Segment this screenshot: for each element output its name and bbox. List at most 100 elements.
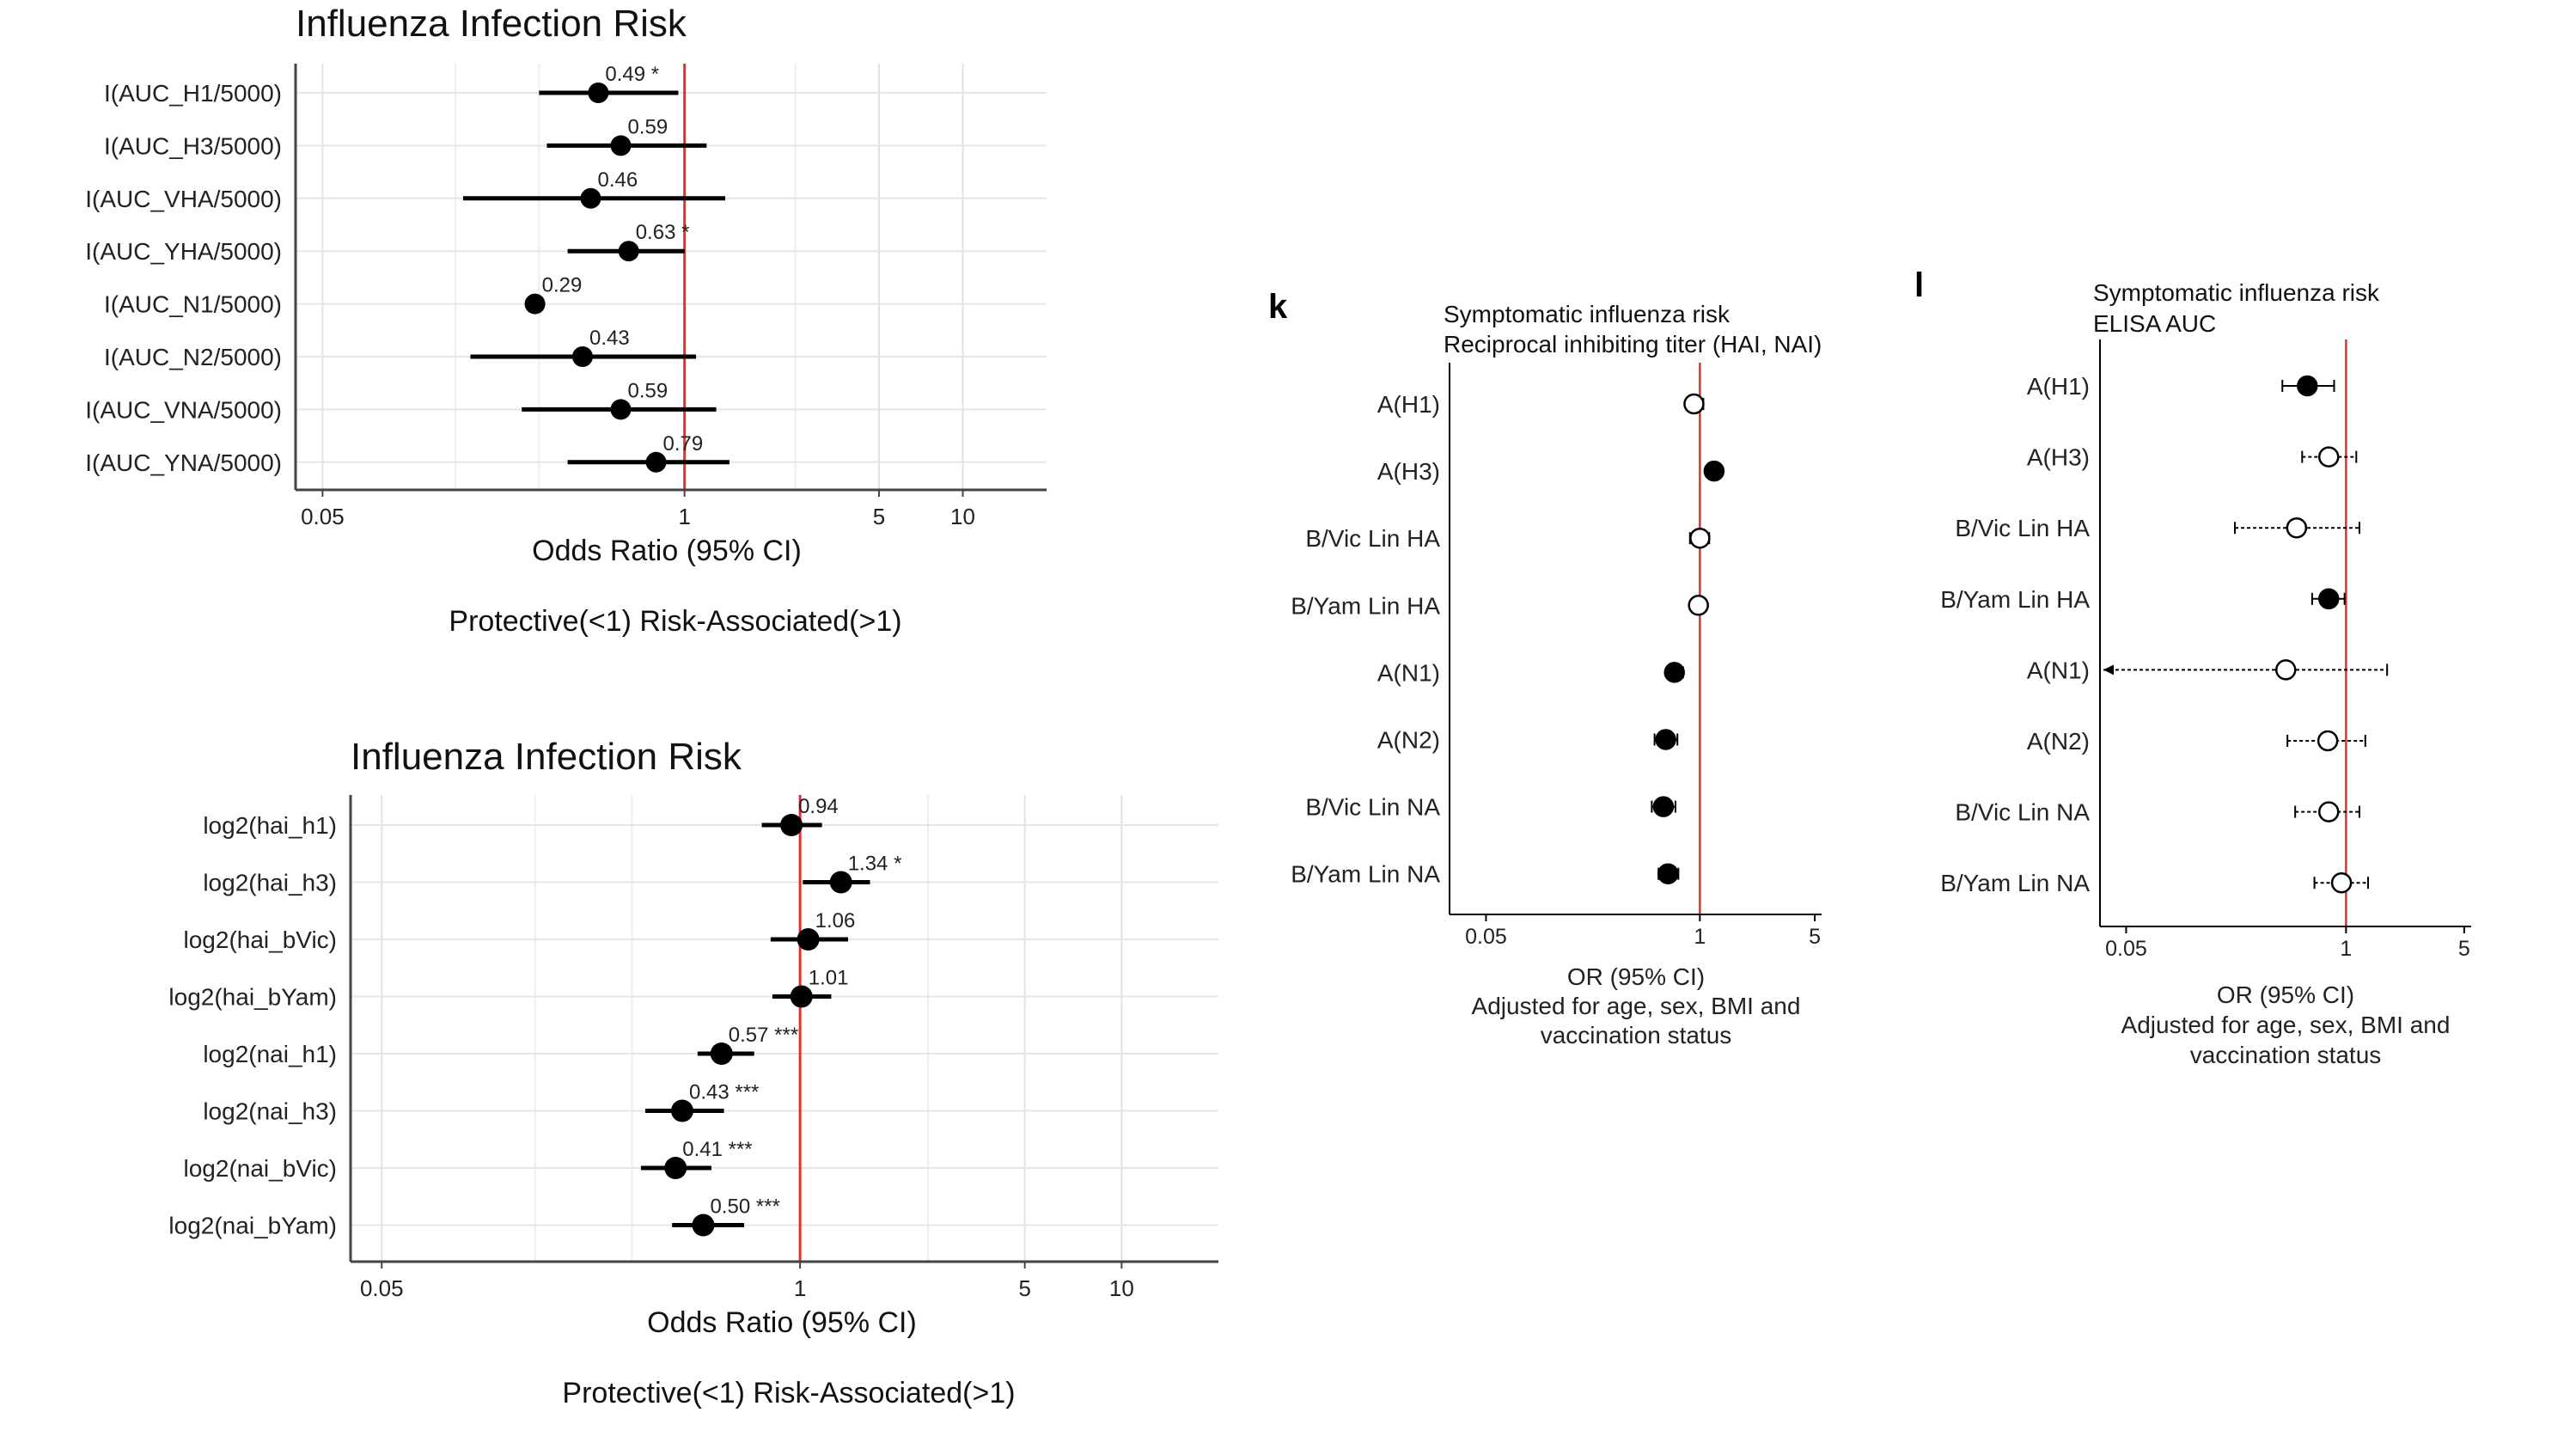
forest-row-b-yam-lin-ha: B/Yam Lin HA bbox=[1940, 586, 2346, 613]
row-label: B/Yam Lin HA bbox=[1940, 586, 2090, 613]
forest-row-b-vic-lin-ha: B/Vic Lin HA bbox=[1955, 515, 2360, 541]
value-label: 0.41 *** bbox=[682, 1138, 752, 1161]
x-axis: 0.05 1 5 10 bbox=[294, 64, 1047, 529]
forest-row-b-yam-lin-ha: B/Yam Lin HA bbox=[1291, 592, 1709, 619]
x-tick-label-0-05: 0.05 bbox=[2105, 937, 2147, 961]
or-point bbox=[571, 346, 593, 367]
or-point bbox=[2317, 801, 2340, 822]
x-axis-label: Odds Ratio (95% CI) bbox=[532, 535, 802, 567]
panel-k-forest: k Symptomatic influenza risk Reciprocal … bbox=[1268, 288, 1822, 1049]
or-point bbox=[2286, 517, 2308, 539]
forest-row-a-n2: A(N2) bbox=[1377, 727, 1679, 754]
or-point bbox=[524, 293, 546, 315]
or-point bbox=[1663, 662, 1685, 683]
row-label: A(H3) bbox=[1377, 458, 1440, 485]
row-label: log2(nai_bYam) bbox=[168, 1213, 337, 1239]
forest-row-a-h3: A(H3) bbox=[1377, 458, 1725, 485]
row-label: I(AUC_N1/5000) bbox=[104, 291, 282, 318]
row-label: B/Vic Lin HA bbox=[1955, 515, 2090, 541]
chart-title-line-2: ELISA AUC bbox=[2093, 310, 2216, 337]
row-label: I(AUC_N2/5000) bbox=[104, 344, 282, 370]
value-label: 0.59 bbox=[627, 115, 668, 138]
value-label: 0.29 bbox=[542, 274, 583, 297]
x-tick-label-5: 5 bbox=[1018, 1275, 1030, 1301]
forest-row-a-n1: A(N1) bbox=[1377, 659, 1685, 686]
value-label: 1.01 bbox=[809, 967, 849, 990]
forest-row-log2-hai-h1: log2(hai_h1) 0.94 bbox=[203, 795, 838, 839]
row-label: I(AUC_H1/5000) bbox=[104, 80, 282, 107]
x-axis: 0.05 1 5 10 bbox=[349, 795, 1218, 1301]
panel-titer-forest: Influenza Infection Risk log2(hai_h1) 0.9… bbox=[168, 736, 1218, 1409]
x-tick-label-1: 1 bbox=[1694, 925, 1706, 949]
row-label: B/Yam Lin NA bbox=[1940, 870, 2090, 896]
forest-row-a-h1: A(H1) bbox=[1377, 391, 1705, 418]
forest-row-a-n2: A(N2) bbox=[2027, 728, 2366, 755]
chart-title: Influenza Infection Risk bbox=[351, 736, 742, 778]
or-point bbox=[645, 451, 667, 473]
x-axis-label-line-3: vaccination status bbox=[1541, 1022, 1732, 1049]
panel-letter: k bbox=[1268, 288, 1288, 326]
row-label: B/Vic Lin NA bbox=[1955, 799, 2090, 826]
forest-row-log2-hai-byam: log2(hai_bYam) 1.01 bbox=[168, 967, 848, 1011]
value-label: 0.49 * bbox=[605, 63, 659, 86]
forest-row-i-auc-yha-5000: I(AUC_YHA/5000) 0.63 * bbox=[85, 221, 689, 265]
row-label: I(AUC_H3/5000) bbox=[104, 132, 282, 159]
or-point bbox=[829, 871, 852, 894]
or-point bbox=[1652, 796, 1675, 817]
value-label: 0.43 bbox=[589, 327, 630, 350]
or-point bbox=[610, 399, 632, 420]
or-point bbox=[2317, 588, 2340, 610]
panel-l-forest: l Symptomatic influenza risk ELISA AUC A… bbox=[1914, 266, 2471, 1068]
value-label: 1.06 bbox=[815, 909, 856, 932]
grid-layer bbox=[351, 795, 1218, 1262]
x-tick-label-0-05: 0.05 bbox=[360, 1275, 404, 1301]
x-axis-label-line-3: vaccination status bbox=[2190, 1042, 2382, 1068]
forest-row-a-n1: A(N1) bbox=[2027, 657, 2389, 683]
row-label: B/Yam Lin HA bbox=[1291, 592, 1440, 619]
or-point bbox=[797, 928, 820, 951]
x-tick-label-10: 10 bbox=[1109, 1275, 1134, 1301]
row-label: A(N2) bbox=[1377, 727, 1440, 754]
x-axis: 0.05 1 5 bbox=[2099, 339, 2471, 961]
x-axis: 0.05 1 5 bbox=[1449, 363, 1822, 949]
forest-row-log2-hai-h3: log2(hai_h3) 1.34 * bbox=[203, 853, 901, 896]
value-label: 0.43 *** bbox=[689, 1081, 759, 1104]
x-tick-label-0-05: 0.05 bbox=[1465, 925, 1507, 949]
value-label: 0.79 bbox=[663, 432, 704, 455]
or-point bbox=[580, 187, 601, 209]
forest-row-i-auc-h3-5000: I(AUC_H3/5000) 0.59 bbox=[104, 115, 707, 159]
panel-letter: l bbox=[1914, 266, 1924, 304]
forest-row-a-h1: A(H1) bbox=[2027, 373, 2335, 400]
or-point bbox=[2330, 871, 2353, 894]
or-point bbox=[610, 135, 632, 156]
x-tick-label-1: 1 bbox=[794, 1275, 806, 1301]
or-point bbox=[1688, 595, 1709, 616]
or-point bbox=[1689, 527, 1711, 549]
forest-row-i-auc-vna-5000: I(AUC_VNA/5000) 0.59 bbox=[85, 379, 717, 423]
or-point bbox=[780, 814, 803, 836]
forest-row-log2-nai-h1: log2(nai_h1) 0.57 *** bbox=[203, 1024, 798, 1067]
value-label: 0.57 *** bbox=[729, 1024, 798, 1047]
forest-row-log2-hai-bvic: log2(hai_bVic) 1.06 bbox=[184, 909, 856, 953]
x-axis-label: Odds Ratio (95% CI) bbox=[647, 1306, 917, 1339]
row-label: A(H1) bbox=[1377, 391, 1440, 418]
or-point bbox=[790, 985, 813, 1008]
row-label: B/Vic Lin NA bbox=[1305, 794, 1440, 821]
value-label: 0.50 *** bbox=[710, 1195, 779, 1219]
forest-row-log2-nai-bvic: log2(nai_bVic) 0.41 *** bbox=[184, 1138, 753, 1182]
row-label: I(AUC_VNA/5000) bbox=[85, 396, 282, 423]
row-label: A(N2) bbox=[2027, 728, 2090, 755]
chart-title-line-1: Symptomatic influenza risk bbox=[2093, 279, 2380, 306]
row-label: I(AUC_YNA/5000) bbox=[85, 449, 282, 476]
marks-layer: A(H1) A(H3) B/Vic Lin HA B/Yam Lin HA A(N1) A… bbox=[1940, 373, 2389, 896]
row-label: log2(nai_bVic) bbox=[184, 1155, 338, 1182]
x-axis-label-line-2: Adjusted for age, sex, BMI and bbox=[1472, 993, 1801, 1019]
forest-row-log2-nai-h3: log2(nai_h3) 0.43 *** bbox=[203, 1081, 759, 1125]
value-label: 0.94 bbox=[798, 795, 839, 818]
marks-layer: log2(hai_h1)0.94 log2(hai_h3)1.34 * log2(h… bbox=[168, 795, 901, 1239]
forest-row-i-auc-yna-5000: I(AUC_YNA/5000) 0.79 bbox=[85, 432, 729, 476]
or-point bbox=[588, 83, 609, 103]
value-label: 0.46 bbox=[597, 168, 638, 192]
x-axis-label-line-1: OR (95% CI) bbox=[1567, 963, 1705, 990]
row-label: B/Vic Lin HA bbox=[1305, 525, 1440, 552]
